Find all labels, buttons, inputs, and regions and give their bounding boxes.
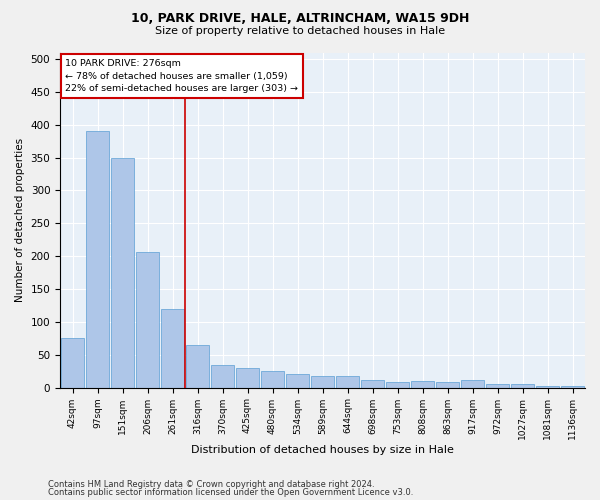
Bar — [161, 309, 184, 388]
Bar — [61, 338, 84, 388]
Text: Size of property relative to detached houses in Hale: Size of property relative to detached ho… — [155, 26, 445, 36]
Text: Contains HM Land Registry data © Crown copyright and database right 2024.: Contains HM Land Registry data © Crown c… — [48, 480, 374, 489]
Bar — [386, 382, 409, 388]
X-axis label: Distribution of detached houses by size in Hale: Distribution of detached houses by size … — [191, 445, 454, 455]
Bar — [236, 368, 259, 388]
Bar — [336, 376, 359, 388]
Bar — [436, 382, 459, 388]
Bar — [411, 381, 434, 388]
Bar — [136, 252, 159, 388]
Y-axis label: Number of detached properties: Number of detached properties — [15, 138, 25, 302]
Text: 10, PARK DRIVE, HALE, ALTRINCHAM, WA15 9DH: 10, PARK DRIVE, HALE, ALTRINCHAM, WA15 9… — [131, 12, 469, 26]
Bar — [86, 132, 109, 388]
Bar — [286, 374, 309, 388]
Bar — [511, 384, 534, 388]
Bar — [536, 386, 559, 388]
Bar — [461, 380, 484, 388]
Bar — [186, 345, 209, 388]
Text: Contains public sector information licensed under the Open Government Licence v3: Contains public sector information licen… — [48, 488, 413, 497]
Bar — [111, 158, 134, 388]
Bar — [311, 376, 334, 388]
Bar — [261, 371, 284, 388]
Bar — [486, 384, 509, 388]
Bar — [361, 380, 384, 388]
Text: 10 PARK DRIVE: 276sqm
← 78% of detached houses are smaller (1,059)
22% of semi-d: 10 PARK DRIVE: 276sqm ← 78% of detached … — [65, 59, 298, 93]
Bar — [561, 386, 584, 388]
Bar — [211, 364, 234, 388]
